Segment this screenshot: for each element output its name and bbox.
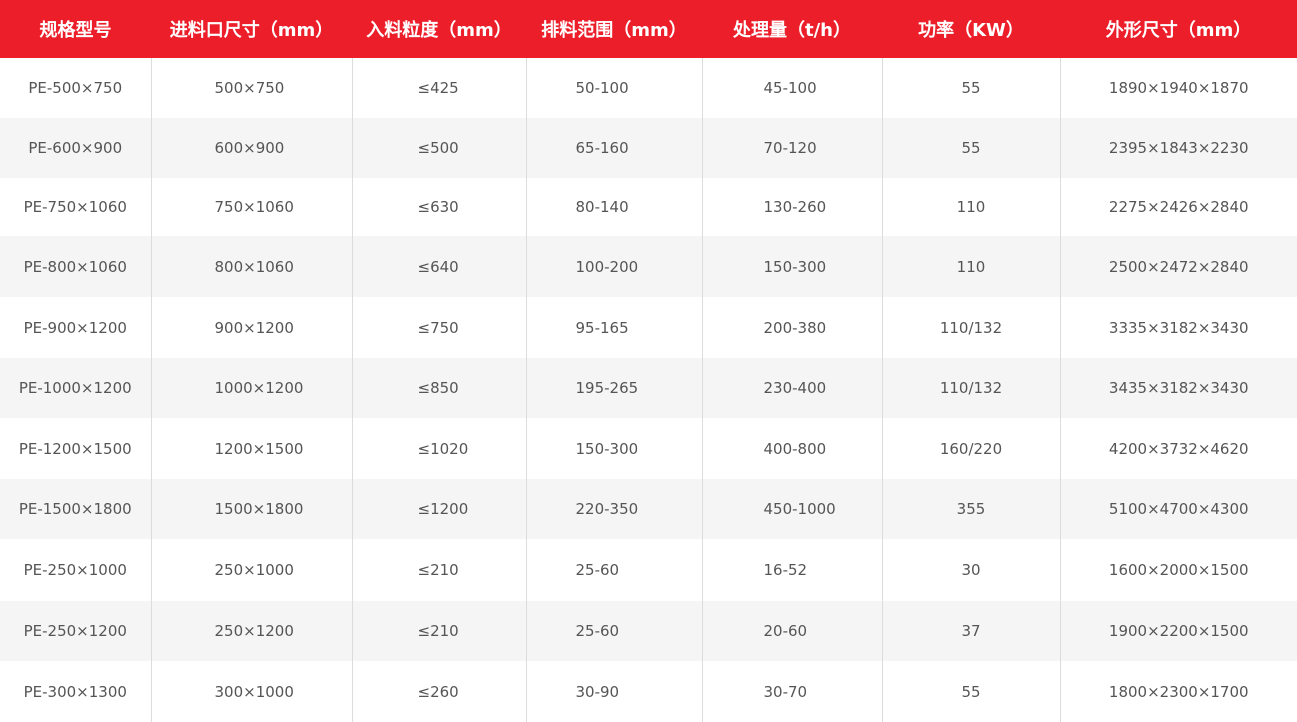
cell-feed-opening: 900×1200: [150, 297, 352, 358]
cell-power: 110: [881, 236, 1060, 297]
cell-discharge-range: 195-265: [525, 358, 702, 418]
header-model: 规格型号: [0, 0, 151, 58]
header-discharge-range: 排料范围（mm）: [526, 0, 702, 58]
cell-discharge-range: 100-200: [525, 236, 702, 297]
header-feed-size: 入料粒度（mm）: [352, 0, 526, 58]
cell-model: PE-750×1060: [23, 198, 127, 216]
cell-capacity: 70-120: [701, 118, 882, 178]
cell-dimensions: 2275×2426×2840: [1059, 178, 1297, 236]
cell-power: 110: [881, 178, 1060, 236]
table-row: PE-1000×1200 1000×1200 ≤850 195-265 230-400 1…: [0, 358, 1297, 418]
cell-feed-size: ≤630: [351, 178, 526, 236]
cell-feed-opening: 300×1000: [150, 661, 352, 722]
cell-model: PE-900×1200: [23, 318, 127, 337]
cell-power: 55: [881, 118, 1060, 178]
table-row: PE-600×900 600×900 ≤500 65-160 70-120 55 2395×…: [0, 118, 1297, 178]
table-row: PE-1500×1800 1500×1800 ≤1200 220-350 450-100…: [0, 479, 1297, 539]
table-row: PE-500×750 500×750 ≤425 50-100 45-100 55 1890×…: [0, 58, 1297, 118]
cell-dimensions: 2395×1843×2230: [1059, 118, 1297, 178]
cell-dimensions: 3435×3182×3430: [1059, 358, 1297, 418]
header-capacity: 处理量（t/h）: [702, 0, 882, 58]
cell-power: 55: [881, 661, 1060, 722]
cell-dimensions: 5100×4700×4300: [1059, 479, 1297, 539]
cell-capacity: 20-60: [701, 601, 882, 661]
cell-capacity: 30-70: [701, 661, 882, 722]
cell-capacity: 230-400: [701, 358, 882, 418]
cell-feed-opening: 1500×1800: [150, 479, 352, 539]
cell-dimensions: 1900×2200×1500: [1059, 601, 1297, 661]
table-row: PE-250×1000 250×1000 ≤210 25-60 16-52 30 1600×…: [0, 539, 1297, 601]
cell-feed-size: ≤640: [351, 236, 526, 297]
cell-capacity: 16-52: [701, 539, 882, 601]
cell-power: 37: [881, 601, 1060, 661]
cell-model: PE-1200×1500: [18, 439, 132, 458]
cell-discharge-range: 65-160: [525, 118, 702, 178]
cell-dimensions: 1890×1940×1870: [1059, 58, 1297, 118]
header-dimensions: 外形尺寸（mm）: [1060, 0, 1297, 58]
cell-feed-size: ≤500: [351, 118, 526, 178]
cell-feed-opening: 800×1060: [150, 236, 352, 297]
cell-feed-size: ≤210: [351, 601, 526, 661]
cell-feed-size: ≤425: [351, 58, 526, 118]
cell-feed-size: ≤850: [351, 358, 526, 418]
cell-feed-size: ≤210: [351, 539, 526, 601]
cell-model: PE-800×1060: [0, 236, 151, 297]
cell-feed-size: ≤1200: [351, 479, 526, 539]
cell-discharge-range: 30-90: [525, 661, 702, 722]
cell-feed-opening: 1200×1500: [150, 418, 352, 479]
cell-dimensions: 4200×3732×4620: [1059, 418, 1297, 479]
cell-feed-size: ≤1020: [351, 418, 526, 479]
cell-dimensions: 1600×2000×1500: [1059, 539, 1297, 601]
cell-model: PE-250×1200: [0, 601, 151, 661]
cell-discharge-range: 80-140: [525, 178, 702, 236]
cell-model: PE-1500×1800: [0, 479, 151, 539]
cell-dimensions: 3335×3182×3430: [1059, 297, 1297, 358]
cell-feed-opening: 1000×1200: [150, 358, 352, 418]
cell-power: 355: [881, 479, 1060, 539]
cell-discharge-range: 25-60: [525, 539, 702, 601]
cell-model: PE-500×750: [28, 79, 123, 97]
table-row: PE-300×1300 300×1000 ≤260 30-90 30-70 55 1800×…: [0, 661, 1297, 722]
cell-model: PE-1000×1200: [0, 358, 151, 418]
cell-capacity: 45-100: [701, 58, 882, 118]
table-row: PE-750×1060 750×1060 ≤630 80-140 130-260 110 2…: [0, 178, 1297, 236]
header-power: 功率（KW）: [882, 0, 1060, 58]
cell-model: PE-300×1300: [23, 682, 127, 701]
cell-power: 160/220: [881, 418, 1060, 479]
cell-model: PE-600×900: [0, 118, 151, 178]
cell-capacity: 400-800: [701, 418, 882, 479]
cell-dimensions: 1800×2300×1700: [1059, 661, 1297, 722]
header-row: 规格型号 进料口尺寸（mm） 入料粒度（mm） 排料范围（mm） 处理量（t/h…: [0, 0, 1297, 58]
cell-feed-opening: 250×1000: [150, 539, 352, 601]
cell-power: 55: [881, 58, 1060, 118]
cell-capacity: 200-380: [701, 297, 882, 358]
cell-model: PE-250×1000: [23, 561, 127, 579]
table-row: PE-1200×1500 1200×1500 ≤1020 150-300 400-800…: [0, 418, 1297, 479]
cell-capacity: 450-1000: [701, 479, 882, 539]
cell-power: 110/132: [881, 358, 1060, 418]
cell-discharge-range: 50-100: [525, 58, 702, 118]
cell-feed-opening: 750×1060: [150, 178, 352, 236]
cell-discharge-range: 220-350: [525, 479, 702, 539]
table-row: PE-900×1200 900×1200 ≤750 95-165 200-380 110/…: [0, 297, 1297, 358]
cell-capacity: 130-260: [701, 178, 882, 236]
cell-discharge-range: 150-300: [525, 418, 702, 479]
cell-feed-opening: 250×1200: [150, 601, 352, 661]
table-row: PE-800×1060 800×1060 ≤640 100-200 150-300 110…: [0, 236, 1297, 297]
cell-capacity: 150-300: [701, 236, 882, 297]
cell-discharge-range: 25-60: [525, 601, 702, 661]
cell-power: 110/132: [881, 297, 1060, 358]
cell-feed-size: ≤260: [351, 661, 526, 722]
cell-feed-opening: 500×750: [150, 58, 352, 118]
cell-feed-size: ≤750: [351, 297, 526, 358]
cell-power: 30: [881, 539, 1060, 601]
table-row: PE-250×1200 250×1200 ≤210 25-60 20-60 37 1900×…: [0, 601, 1297, 661]
cell-discharge-range: 95-165: [525, 297, 702, 358]
header-feed-opening: 进料口尺寸（mm）: [151, 0, 352, 58]
cell-feed-opening: 600×900: [150, 118, 352, 178]
cell-dimensions: 2500×2472×2840: [1059, 236, 1297, 297]
